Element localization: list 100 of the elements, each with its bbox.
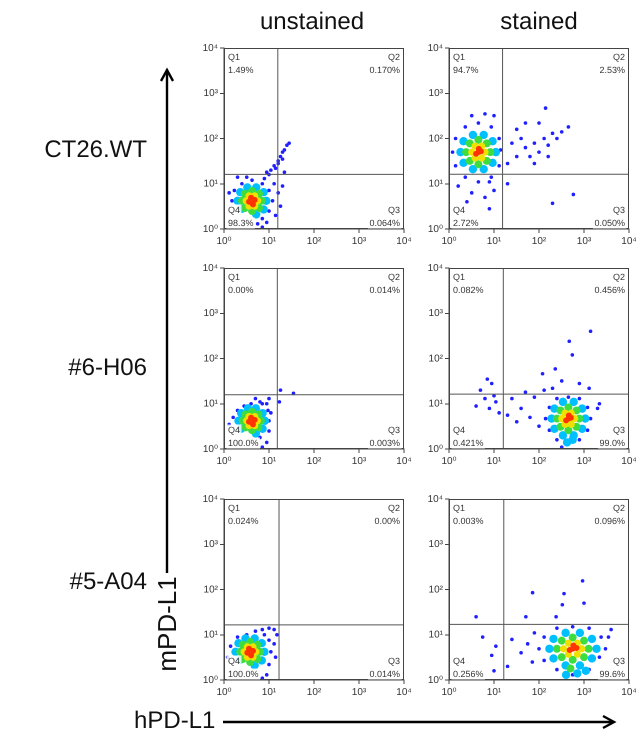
annotation: Q4 bbox=[228, 656, 240, 666]
x-tick-label: 10⁰ bbox=[216, 456, 232, 467]
annotation: Q3 bbox=[612, 425, 625, 435]
y-tick-label: 10⁰ bbox=[202, 674, 218, 686]
annotation: Q2 bbox=[388, 272, 400, 282]
annotation: 94.7% bbox=[453, 65, 479, 75]
y-tick-label: 10² bbox=[204, 584, 219, 596]
annotation: Q4 bbox=[453, 205, 466, 215]
y-tick-label: 10³ bbox=[428, 539, 444, 550]
y-tick-label: 10² bbox=[204, 133, 219, 144]
annotation: 0.256% bbox=[453, 669, 484, 679]
x-tick-label: 10² bbox=[532, 236, 547, 247]
x-tick-label: 10² bbox=[306, 456, 322, 467]
x-tick-label: 10³ bbox=[576, 236, 592, 247]
x-tick-label: 10³ bbox=[576, 686, 592, 698]
y-tick-label: 10⁰ bbox=[202, 224, 218, 235]
annotation: Q4 bbox=[228, 205, 240, 215]
annotation: 100.0% bbox=[228, 438, 259, 448]
x-tick-label: 10³ bbox=[352, 456, 367, 467]
y-tick-label: 10⁴ bbox=[428, 262, 443, 274]
y-tick-label: 10⁰ bbox=[428, 674, 443, 686]
annotation: 0.014% bbox=[369, 285, 400, 295]
x-tick-label: 10¹ bbox=[486, 236, 502, 247]
y-tick-label: 10³ bbox=[204, 308, 219, 319]
annotation: Q2 bbox=[388, 503, 400, 513]
annotation: 0.003% bbox=[453, 516, 484, 526]
annotation: 0.421% bbox=[453, 438, 484, 448]
annotation: Q2 bbox=[612, 52, 625, 62]
annotation: Q3 bbox=[388, 656, 400, 666]
x-tick-label: 10¹ bbox=[486, 456, 502, 467]
annotation: Q4 bbox=[228, 425, 240, 435]
y-tick-label: 10³ bbox=[428, 308, 444, 319]
annotation: Q4 bbox=[453, 656, 466, 666]
annotation: 1.49% bbox=[228, 65, 254, 75]
x-tick-label: 10⁴ bbox=[621, 236, 636, 247]
chart-title: stained bbox=[500, 8, 578, 35]
annotation: Q2 bbox=[612, 272, 625, 282]
y-tick-label: 10¹ bbox=[428, 398, 444, 410]
x-tick-label: 10⁴ bbox=[396, 686, 412, 698]
annotation: Q3 bbox=[612, 205, 625, 215]
y-tick-label: 10¹ bbox=[428, 178, 444, 190]
x-tick-label: 10⁴ bbox=[621, 686, 636, 698]
y-tick-label: 10² bbox=[204, 353, 219, 364]
y-tick-label: 10⁴ bbox=[202, 42, 218, 54]
x-tick-label: 10³ bbox=[352, 686, 367, 698]
y-tick-label: 10³ bbox=[428, 88, 444, 99]
y-tick-label: 10¹ bbox=[204, 178, 219, 190]
y-tick-label: 10⁴ bbox=[202, 262, 218, 274]
x-tick-label: 10⁰ bbox=[441, 236, 457, 247]
annotation: 0.096% bbox=[594, 516, 625, 526]
annotation: Q2 bbox=[388, 52, 400, 62]
annotation: 99.0% bbox=[599, 438, 625, 448]
y-tick-label: 10⁰ bbox=[202, 444, 218, 455]
y-tick-label: 10¹ bbox=[428, 630, 444, 640]
x-tick-label: 10⁰ bbox=[441, 456, 457, 467]
x-tick-label: 10¹ bbox=[262, 456, 277, 467]
x-tick-label: 10⁴ bbox=[621, 456, 636, 467]
annotation: Q3 bbox=[612, 656, 625, 666]
annotation: 0.00% bbox=[374, 516, 400, 526]
x-tick-label: 10² bbox=[306, 236, 322, 247]
x-tick-label: 10¹ bbox=[262, 686, 277, 698]
annotation: Q1 bbox=[453, 272, 466, 282]
x-tick-label: 10³ bbox=[352, 236, 367, 247]
annotation: 0.456% bbox=[594, 285, 625, 295]
chart-title: unstained bbox=[260, 8, 364, 35]
x-tick-label: 10⁴ bbox=[396, 456, 412, 467]
annotation: 0.024% bbox=[228, 516, 259, 526]
y-tick-label: 10³ bbox=[204, 88, 219, 99]
annotation: Q1 bbox=[228, 272, 240, 282]
y-tick-label: 10⁴ bbox=[202, 494, 218, 505]
y-tick-label: 10² bbox=[428, 584, 444, 596]
text: CT26.WT bbox=[44, 136, 147, 163]
y-tick-label: 10² bbox=[428, 133, 444, 144]
annotation: Q1 bbox=[453, 52, 466, 62]
x-tick-label: 10² bbox=[306, 686, 322, 698]
annotation: 0.082% bbox=[453, 285, 484, 295]
annotation: 98.3% bbox=[228, 218, 254, 228]
y-tick-label: 10⁴ bbox=[428, 494, 443, 505]
annotation: 0.003% bbox=[369, 438, 400, 448]
annotation: 0.064% bbox=[369, 218, 400, 228]
annotation: 100.0% bbox=[228, 669, 259, 679]
y-tick-label: 10² bbox=[428, 353, 444, 364]
annotation: Q3 bbox=[388, 425, 400, 435]
annotation: Q2 bbox=[612, 503, 625, 513]
x-tick-label: 10⁰ bbox=[441, 686, 457, 698]
y-tick-label: 10⁰ bbox=[428, 444, 443, 455]
annotation: Q3 bbox=[388, 205, 400, 215]
x-tick-label: 10⁰ bbox=[216, 236, 232, 247]
x-axis-title: hPD-L1 bbox=[134, 707, 216, 734]
annotation: 2.53% bbox=[599, 65, 625, 75]
text: #6-H06 bbox=[68, 354, 147, 381]
annotation: Q1 bbox=[228, 503, 240, 513]
annotation: Q1 bbox=[228, 52, 240, 62]
x-tick-label: 10¹ bbox=[486, 686, 502, 698]
x-tick-label: 10⁰ bbox=[216, 686, 232, 698]
y-tick-label: 10³ bbox=[204, 539, 219, 550]
annotation: Q1 bbox=[453, 503, 466, 513]
annotation: 0.00% bbox=[228, 285, 254, 295]
annotation: 0.170% bbox=[369, 65, 400, 75]
y-tick-label: 10⁰ bbox=[428, 224, 443, 235]
